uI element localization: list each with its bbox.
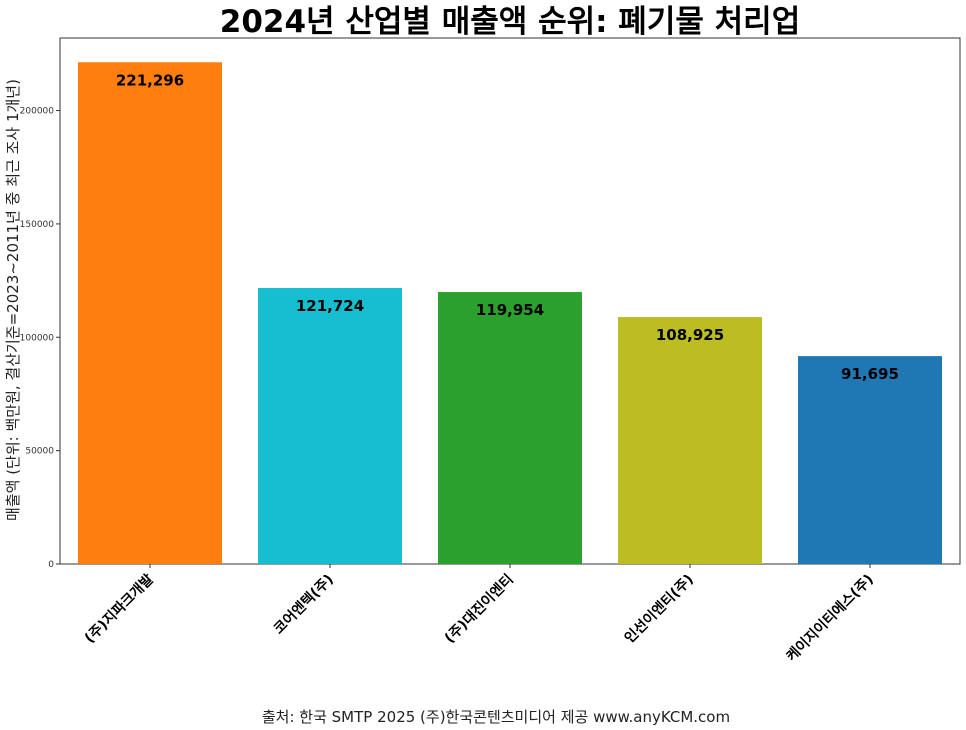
source-caption: 출처: 한국 SMTP 2025 (주)한국콘텐츠미디어 제공 www.anyK… xyxy=(262,708,730,726)
plot-area: 0 50000 100000 150000 200000 221,296 (주)지파크개발 1… xyxy=(20,37,961,665)
bar xyxy=(798,356,942,564)
x-tick-label: 인선이엔티(주) xyxy=(621,571,697,647)
data-label: 121,724 xyxy=(296,297,364,315)
bar xyxy=(438,292,582,564)
y-tick-label: 150000 xyxy=(20,220,55,230)
y-tick-label: 200000 xyxy=(20,107,55,117)
bar xyxy=(258,288,402,564)
bar xyxy=(78,62,222,564)
y-tick-label: 100000 xyxy=(20,333,55,343)
x-tick-label: (주)대진이엔티 xyxy=(441,571,517,647)
x-tick-label: 코어엔텍(주) xyxy=(270,571,337,638)
data-label: 119,954 xyxy=(476,301,544,319)
x-tick-label: 케이지이티에스(주) xyxy=(783,571,877,665)
data-label: 91,695 xyxy=(841,365,899,383)
data-label: 108,925 xyxy=(656,326,724,344)
y-axis-label: 매출액 (단위: 백만원, 결산기준=2023~2011년 중 최근 조사 1개… xyxy=(4,79,22,521)
bar xyxy=(618,317,762,564)
x-tick-label: (주)지파크개발 xyxy=(81,571,157,647)
chart-title: 2024년 산업별 매출액 순위: 폐기물 처리업 xyxy=(220,4,800,40)
y-tick-label: 50000 xyxy=(25,447,54,457)
y-tick-label: 0 xyxy=(48,560,54,570)
data-label: 221,296 xyxy=(116,71,184,89)
